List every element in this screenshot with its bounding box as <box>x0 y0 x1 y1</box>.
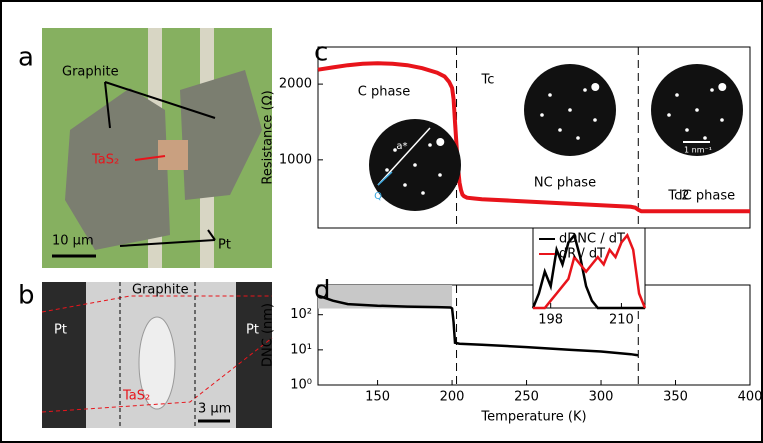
diffraction-spot <box>438 173 442 177</box>
arrow <box>104 81 111 129</box>
bragg-spot <box>591 83 600 91</box>
tas2-flake <box>158 140 188 170</box>
diffraction-spot <box>710 88 714 92</box>
scale-bar-label: 3 μm <box>198 402 231 417</box>
arrow <box>134 155 166 161</box>
y-tick-label: 10¹ <box>290 342 312 357</box>
x-tick-label: 210 <box>609 313 634 328</box>
diffraction-spot <box>703 136 707 140</box>
graphite-flake <box>65 88 170 250</box>
annotation: Tc2 <box>667 189 689 204</box>
x-tick-label: 200 <box>440 390 465 405</box>
annotation: Graphite <box>62 65 119 80</box>
y-tick-label: 1000 <box>279 152 312 167</box>
vector-arrow <box>377 127 431 186</box>
x-tick-label: 198 <box>538 313 563 328</box>
annotation: Graphite <box>132 283 189 298</box>
annotation: Pt <box>246 323 259 338</box>
annotation: Q <box>374 191 382 202</box>
legend-label: dDNC / dT <box>559 232 625 247</box>
diffraction-spot <box>568 108 572 112</box>
diffraction-spot <box>403 183 407 187</box>
diffraction-spot <box>428 143 432 147</box>
panel-label: a <box>18 43 34 73</box>
y-tick-label: 2000 <box>279 77 312 92</box>
diffraction-spot <box>421 191 425 195</box>
y-tick-label: 10² <box>290 307 312 322</box>
diffraction-spot <box>720 118 724 122</box>
panel-label: c <box>314 38 328 68</box>
annotation: NC phase <box>534 176 596 191</box>
annotation: TaS₂ <box>122 389 150 404</box>
arrow <box>207 229 216 241</box>
data-line <box>531 232 645 310</box>
annotation: Tc <box>481 73 495 88</box>
x-tick-label: 150 <box>365 390 390 405</box>
panel-label: b <box>18 281 35 311</box>
x-axis-label: Temperature (K) <box>480 410 586 425</box>
diffraction-spot <box>593 118 597 122</box>
annotation: Pt <box>218 238 231 253</box>
y-tick-label: 10⁰ <box>290 378 312 393</box>
diffraction-spot <box>548 93 552 97</box>
graphite-flake <box>180 70 262 200</box>
annotation: 1 nm⁻¹ <box>684 146 712 155</box>
outline <box>41 295 273 413</box>
diffraction-spot <box>695 108 699 112</box>
shaded-region <box>318 285 453 309</box>
diffraction-spot <box>558 128 562 132</box>
annotation: a* <box>396 141 407 152</box>
diffraction-spot <box>540 113 544 117</box>
diffraction-spot <box>393 148 397 152</box>
diffraction-spot <box>413 163 417 167</box>
y-axis-label: Resistance (Ω) <box>261 90 276 184</box>
bragg-spot <box>718 83 727 91</box>
bragg-spot <box>436 138 445 146</box>
x-tick-label: 350 <box>663 390 688 405</box>
legend-label: dR / dT <box>559 247 605 262</box>
diffraction-spot <box>583 88 587 92</box>
data-line <box>533 232 647 310</box>
y-axis-label: DNC (nm) <box>261 303 276 367</box>
arrow <box>104 81 216 119</box>
vector-arrow <box>377 171 393 186</box>
tas2-flake <box>138 316 176 410</box>
arrow <box>119 239 216 247</box>
x-tick-label: 250 <box>514 390 539 405</box>
annotation: C phase <box>358 85 410 100</box>
panel-label: d <box>314 276 331 306</box>
data-line <box>317 61 750 214</box>
diffraction-spot <box>576 136 580 140</box>
annotation: TaS₂ <box>91 153 119 168</box>
electrode <box>42 282 86 428</box>
annotation: Pt <box>54 323 67 338</box>
x-tick-label: 300 <box>589 390 614 405</box>
annotation: IC phase <box>679 189 735 204</box>
x-tick-label: 400 <box>738 390 763 405</box>
diffraction-spot <box>385 168 389 172</box>
electrode <box>236 282 272 428</box>
diffraction-spot <box>685 128 689 132</box>
diffraction-spot <box>667 113 671 117</box>
data-line <box>317 294 639 357</box>
diffraction-spot <box>675 93 679 97</box>
scale-bar-label: 10 μm <box>52 234 94 249</box>
